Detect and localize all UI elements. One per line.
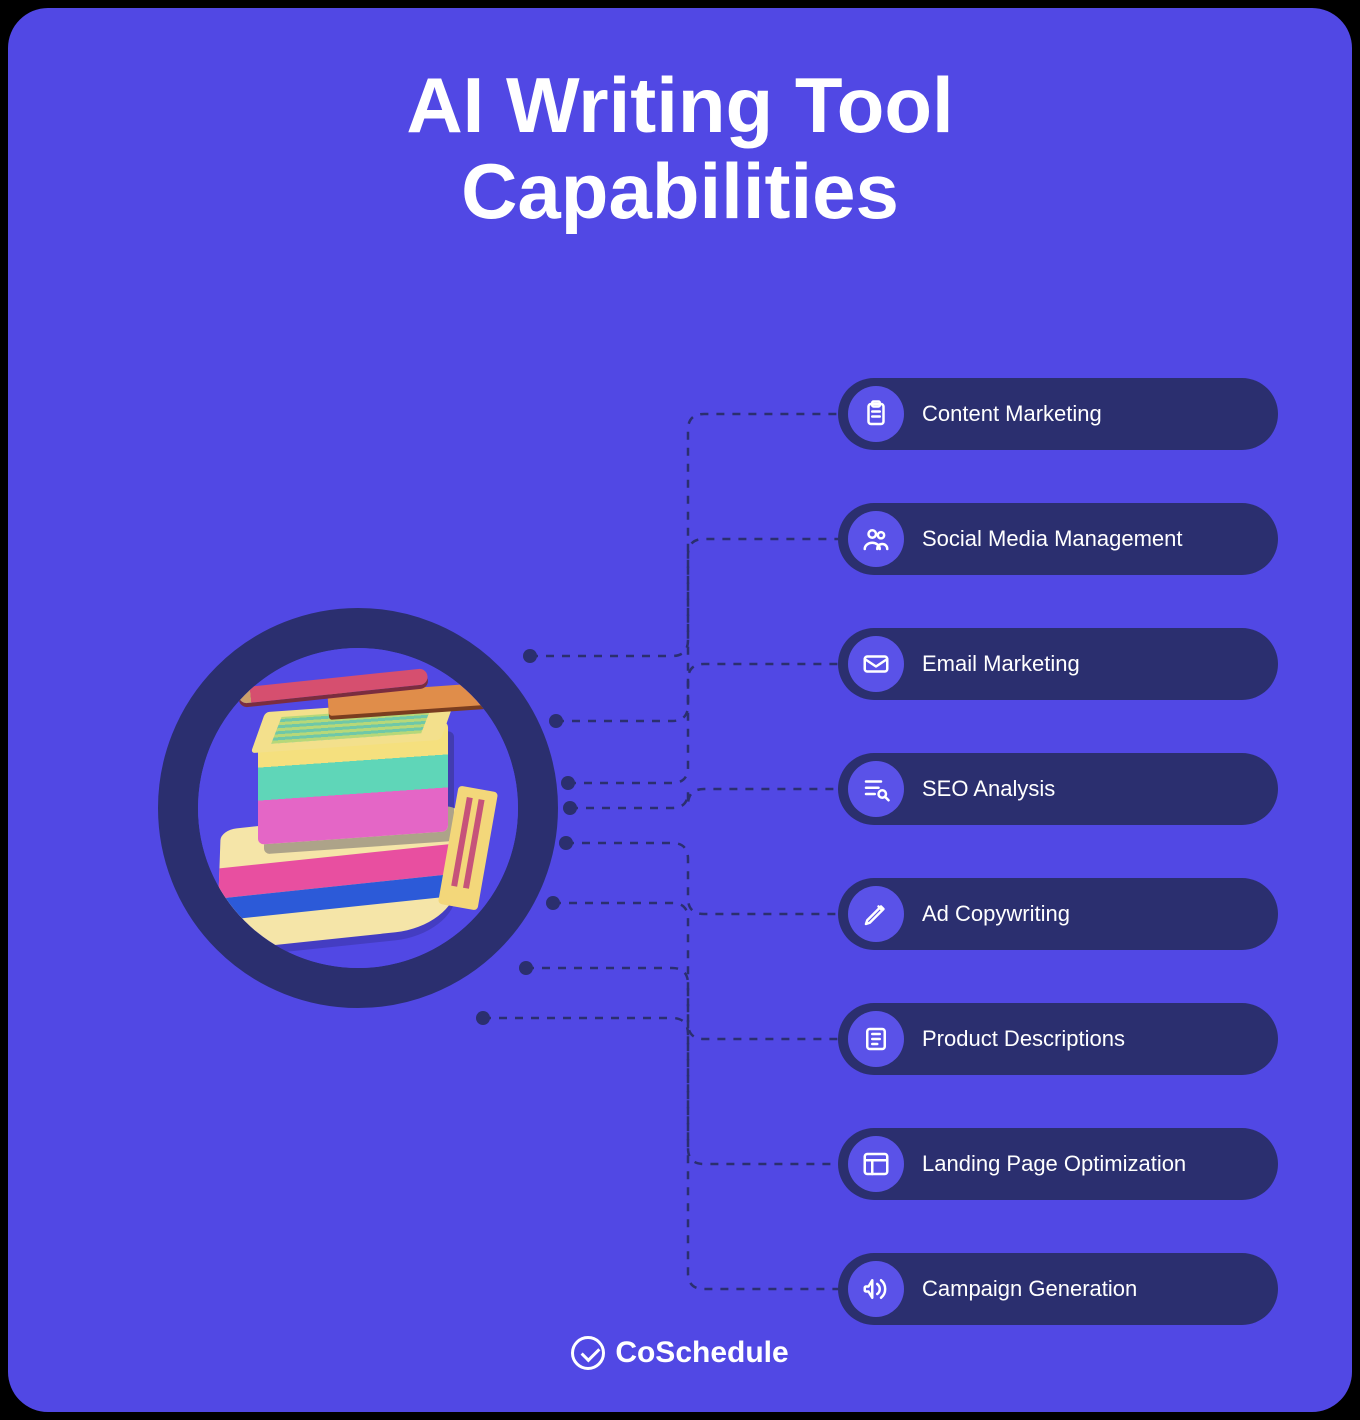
brand-name: CoSchedule: [615, 1336, 788, 1370]
capability-pill: Social Media Management: [838, 503, 1278, 575]
capability-label: Social Media Management: [922, 526, 1182, 552]
connector-dot: [549, 714, 563, 728]
title-line-2: Capabilities: [461, 147, 899, 235]
capability-pill: Email Marketing: [838, 628, 1278, 700]
page-title: AI Writing Tool Capabilities: [8, 8, 1352, 235]
title-line-1: AI Writing Tool: [406, 61, 953, 149]
connector-dot: [559, 836, 573, 850]
capability-label: Content Marketing: [922, 401, 1102, 427]
brand-footer: CoSchedule: [8, 1336, 1352, 1370]
capability-pill: SEO Analysis: [838, 753, 1278, 825]
capability-pill: Landing Page Optimization: [838, 1128, 1278, 1200]
capability-pill: Ad Copywriting: [838, 878, 1278, 950]
pencil-icon: [848, 886, 904, 942]
mail-icon: [848, 636, 904, 692]
capability-label: Ad Copywriting: [922, 901, 1070, 927]
connector-dot: [476, 1011, 490, 1025]
capability-label: Campaign Generation: [922, 1276, 1137, 1302]
search-list-icon: [848, 761, 904, 817]
capability-label: Landing Page Optimization: [922, 1151, 1186, 1177]
hub-ring: [158, 608, 558, 1008]
clipboard-icon: [848, 386, 904, 442]
connector-dot: [546, 896, 560, 910]
infographic-card: AI Writing Tool Capabilities Content Mar…: [8, 8, 1352, 1412]
capability-label: Product Descriptions: [922, 1026, 1125, 1052]
capability-label: Email Marketing: [922, 651, 1080, 677]
capability-label: SEO Analysis: [922, 776, 1055, 802]
connector-dot: [519, 961, 533, 975]
hub-illustration: [198, 648, 518, 968]
scroll-icon: [848, 1011, 904, 1067]
connector-dot: [523, 649, 537, 663]
connector-dot: [561, 776, 575, 790]
capability-pill: Content Marketing: [838, 378, 1278, 450]
capability-pill: Campaign Generation: [838, 1253, 1278, 1325]
megaphone-icon: [848, 1261, 904, 1317]
people-icon: [848, 511, 904, 567]
capability-pill: Product Descriptions: [838, 1003, 1278, 1075]
connector-dot: [563, 801, 577, 815]
layout-icon: [848, 1136, 904, 1192]
coschedule-logo-icon: [571, 1336, 605, 1370]
